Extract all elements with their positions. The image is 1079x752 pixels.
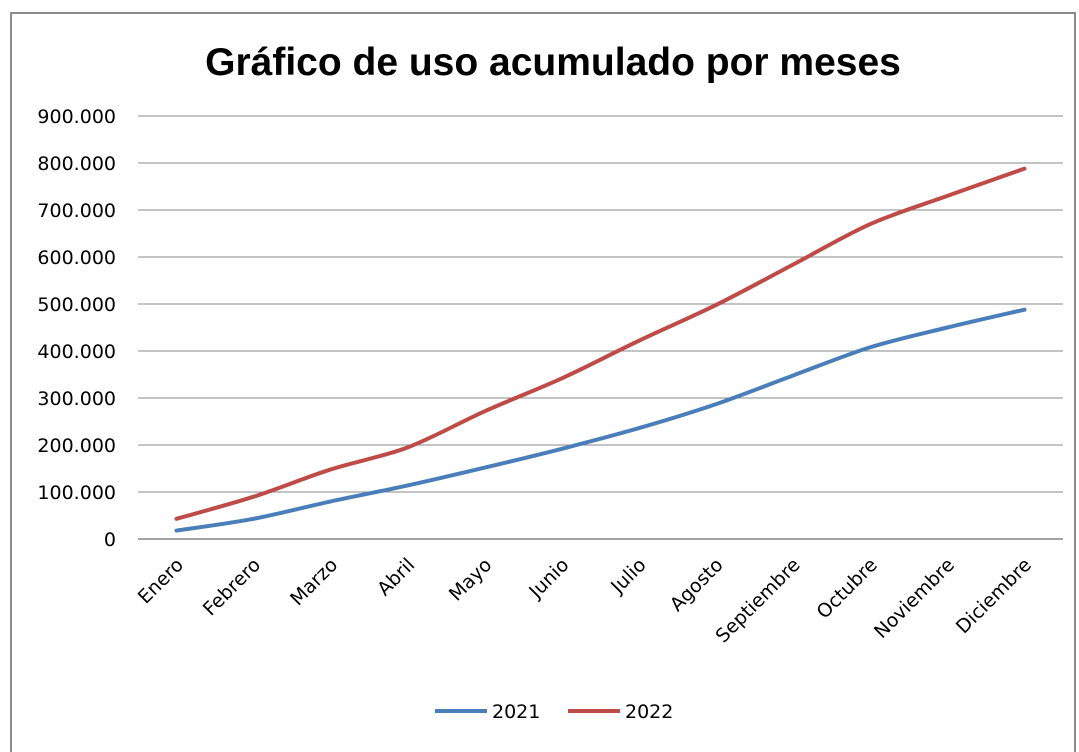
x-tick-label: Junio [524,554,573,603]
legend-label-2021: 2021 [492,701,540,723]
x-tick-label: Marzo [286,554,342,610]
y-tick-label: 700.000 [37,200,116,222]
x-tick-label: Agosto [666,554,728,616]
legend: 2021 2022 [435,701,673,723]
series-line-2021 [177,310,1025,531]
y-tick-label: 300.000 [37,388,116,410]
x-tick-label: Enero [134,554,188,608]
x-tick-label: Febrero [199,554,265,620]
y-tick-label: 900.000 [37,106,116,128]
y-tick-label: 100.000 [37,482,116,504]
x-tick-label: Diciembre [952,554,1036,638]
y-tick-label: 400.000 [37,341,116,363]
y-tick-label: 600.000 [37,247,116,269]
y-tick-label: 800.000 [37,153,116,175]
x-tick-label: Julio [606,554,650,598]
gridlines [138,116,1063,539]
y-tick-label: 200.000 [37,435,116,457]
chart-title: Gráfico de uso acumulado por meses [205,41,901,84]
x-tick-label: Octubre [812,554,881,623]
y-tick-label: 0 [104,529,116,551]
series-lines [176,169,1024,531]
x-tick-label: Abril [373,554,419,600]
x-tick-label: Noviembre [870,554,959,643]
y-tick-label: 500.000 [37,294,116,316]
series-line-2022 [177,169,1025,519]
x-tick-label: Mayo [445,554,497,606]
legend-label-2022: 2022 [625,701,673,723]
y-axis-ticks: 0 100.000 200.000 300.000 400.000 500.000 600.… [37,106,116,551]
